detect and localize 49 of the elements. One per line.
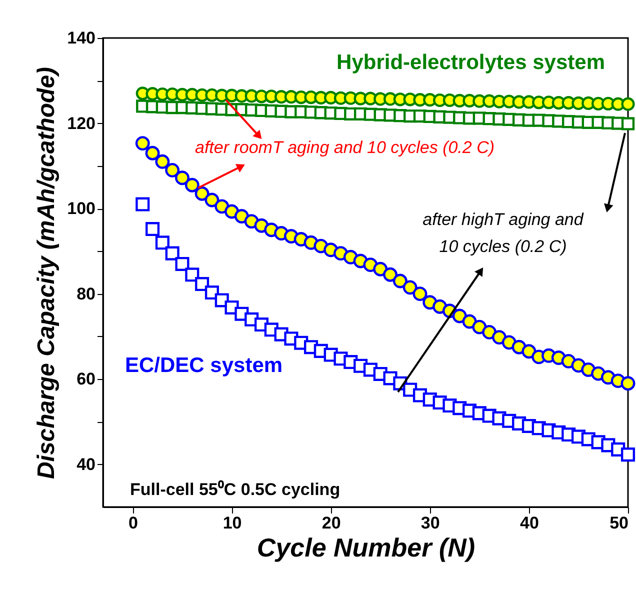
point	[184, 178, 200, 192]
point	[194, 186, 210, 201]
point	[620, 376, 636, 391]
y-tick-label: 80	[76, 284, 96, 304]
annotation: after highT aging and 10 cycles (0.2 C)	[422, 210, 584, 256]
point	[482, 324, 497, 340]
point	[155, 236, 170, 250]
x-tick-label: 30	[420, 514, 440, 532]
point	[165, 246, 180, 260]
x-tick-label: 50	[610, 514, 628, 532]
series-label: Hybrid-electrolytes system	[336, 51, 605, 74]
x-tick-label: 40	[520, 514, 539, 532]
annotation: Full-cell 55⁰C 0.5C cycling	[130, 480, 340, 499]
point	[383, 267, 398, 282]
point	[462, 314, 477, 329]
point	[621, 117, 635, 130]
y-tick-label: 100	[67, 199, 96, 218]
annotation: after roomT aging and 10 cycles (0.2 C)	[195, 138, 495, 157]
point	[412, 286, 428, 302]
y-tick-label: 120	[67, 114, 96, 133]
point	[135, 136, 150, 151]
point	[204, 192, 220, 208]
x-axis-title: Cycle Number (N)	[256, 532, 476, 562]
x-tick-label: 20	[322, 514, 341, 532]
y-tick-label: 40	[76, 454, 96, 474]
x-tick-label: 10	[222, 514, 242, 532]
point	[145, 146, 160, 160]
y-tick-label: 140	[67, 28, 96, 48]
point	[146, 222, 160, 236]
point	[165, 162, 180, 178]
x-tick-label: 0	[128, 514, 138, 532]
point	[392, 274, 408, 288]
text: EC/DEC system	[125, 354, 283, 377]
y-axis-title: Discharge Capacity (mAh/gcathode)	[33, 66, 60, 480]
point	[136, 197, 150, 212]
point	[175, 170, 190, 186]
point	[373, 262, 388, 276]
point	[155, 154, 170, 169]
point	[522, 344, 536, 359]
point	[452, 308, 467, 324]
point	[620, 448, 636, 462]
point	[492, 330, 506, 345]
point	[214, 199, 230, 214]
y-tick-label: 60	[76, 370, 96, 389]
point	[195, 276, 210, 292]
point	[185, 268, 200, 282]
point	[621, 97, 635, 111]
point	[175, 256, 190, 271]
point	[402, 280, 418, 295]
